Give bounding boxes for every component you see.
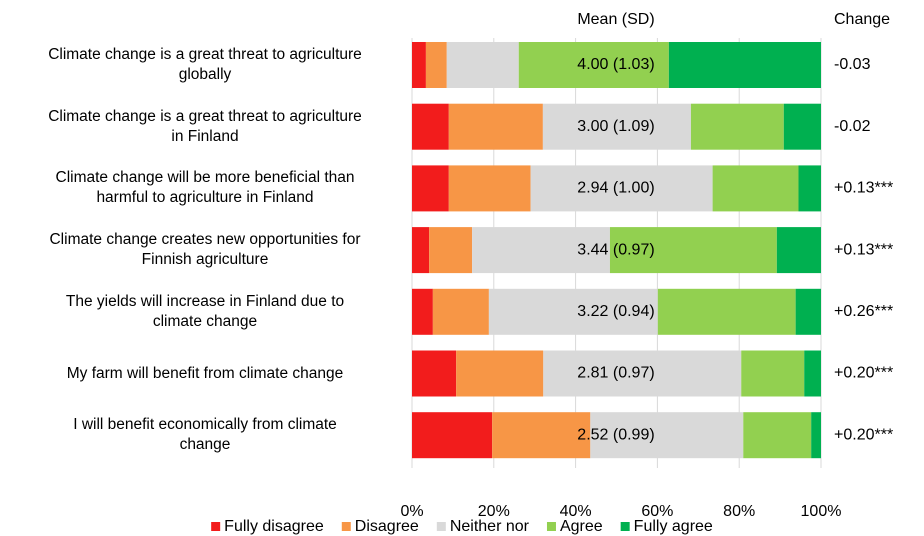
change-label: +0.13*** — [834, 241, 893, 258]
bar-segment — [425, 42, 447, 88]
change-label: +0.26*** — [834, 303, 893, 320]
change-header: Change — [834, 11, 890, 28]
mean-header: Mean (SD) — [577, 11, 654, 28]
bar-segment — [776, 227, 821, 274]
mean-label: 2.94 (1.00) — [577, 180, 654, 197]
x-tick-label: 0% — [400, 503, 423, 520]
bar-segment — [429, 227, 473, 274]
legend-label: Neither nor — [450, 518, 530, 535]
bar-segment — [518, 42, 669, 88]
bar-segment — [668, 42, 821, 88]
bar-segment — [472, 227, 610, 274]
mean-label: 3.22 (0.94) — [577, 303, 654, 320]
legend-swatch — [341, 522, 351, 531]
bar-segment — [798, 165, 821, 212]
category-label: The yields will increase in Finland due … — [65, 292, 345, 330]
bar-segment — [795, 288, 821, 335]
bar-segment — [590, 412, 744, 459]
bar-segment — [446, 42, 519, 88]
mean-label: 2.52 (0.99) — [577, 426, 654, 443]
bar-segment — [412, 165, 449, 212]
bar-segment — [412, 350, 457, 397]
category-label: My farm will benefit from climate change — [66, 364, 344, 382]
mean-label: 2.81 (0.97) — [577, 365, 654, 382]
change-label: +0.20*** — [834, 365, 893, 382]
bar-segment — [488, 288, 658, 335]
bar-segment — [492, 412, 591, 459]
legend-label: Fully agree — [634, 518, 713, 535]
bar-segment — [432, 288, 489, 335]
x-tick-label: 20% — [478, 503, 510, 520]
x-tick-label: 80% — [723, 503, 755, 520]
mean-label: 4.00 (1.03) — [577, 56, 654, 73]
bar-segment — [712, 165, 799, 212]
bar-segment — [456, 350, 544, 397]
legend-label: Fully disagree — [224, 518, 324, 535]
x-tick-label: 100% — [801, 503, 842, 520]
x-tick-label: 40% — [560, 503, 592, 520]
legend-swatch — [546, 522, 556, 531]
change-label: -0.02 — [834, 118, 871, 135]
legend-swatch — [436, 522, 446, 531]
bar-segment — [530, 165, 713, 212]
bar-segment — [542, 103, 691, 150]
category-label: Climate change will be more beneficial t… — [55, 169, 355, 207]
change-label: -0.03 — [834, 56, 871, 73]
bar-segment — [412, 103, 449, 150]
bar-segment — [741, 350, 805, 397]
category-label: Climate change is a great threat to agri… — [48, 46, 362, 83]
change-label: +0.20*** — [834, 426, 893, 443]
bar-segment — [657, 288, 796, 335]
change-label: +0.13*** — [834, 180, 893, 197]
mean-label: 3.00 (1.09) — [577, 118, 654, 135]
legend-swatch — [211, 522, 221, 531]
bar-segment — [690, 103, 784, 150]
mean-label: 3.44 (0.97) — [577, 241, 654, 258]
bar-segment — [448, 103, 543, 150]
bar-segment — [811, 412, 821, 459]
category-label: Climate change creates new opportunities… — [49, 231, 361, 269]
bar-segment — [609, 227, 777, 274]
category-label: I will benefit economically from climate… — [73, 416, 337, 454]
bar-segment — [412, 42, 426, 88]
bar-segment — [543, 350, 742, 397]
bar-segment — [412, 288, 433, 335]
bar-segment — [412, 227, 430, 274]
bar-segment — [448, 165, 531, 212]
bar-segment — [412, 412, 493, 459]
x-tick-label: 60% — [641, 503, 673, 520]
bar-segment — [804, 350, 821, 397]
legend-swatch — [620, 522, 630, 531]
bar-segment — [783, 103, 821, 150]
bar-segment — [743, 412, 812, 459]
legend-label: Disagree — [355, 518, 419, 535]
legend-label: Agree — [560, 518, 603, 535]
category-label: Climate change is a great threat to agri… — [48, 107, 362, 145]
